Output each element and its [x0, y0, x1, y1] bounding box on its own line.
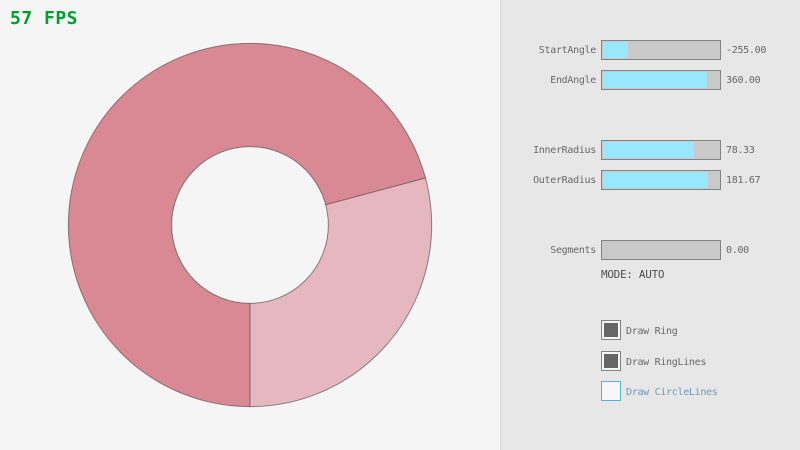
slider-row-innerradius: InnerRadius 78.33 — [501, 140, 800, 160]
fps-counter: 57 FPS — [10, 8, 79, 29]
slider-row-outerradius: OuterRadius 181.67 — [501, 170, 800, 190]
draw-circlelines-label: Draw CircleLines — [626, 387, 718, 398]
innerradius-label: InnerRadius — [533, 145, 596, 156]
endangle-label: EndAngle — [550, 75, 596, 86]
segments-mode-text: MODE: AUTO — [601, 268, 665, 281]
draw-circlelines-checkbox[interactable] — [601, 381, 621, 401]
draw-ring-label: Draw Ring — [626, 326, 678, 337]
innerradius-slider-fill — [603, 142, 694, 158]
checkbox-row-draw-ring: Draw Ring — [501, 320, 800, 340]
outerradius-slider-fill — [603, 172, 709, 188]
draw-ringlines-label: Draw RingLines — [626, 357, 707, 368]
slider-row-startangle: StartAngle -255.00 — [501, 40, 800, 60]
innerradius-slider[interactable] — [601, 140, 721, 160]
draw-ringlines-checkbox[interactable] — [601, 351, 621, 371]
outerradius-value: 181.67 — [726, 175, 761, 186]
segments-value: 0.00 — [726, 245, 749, 256]
endangle-slider[interactable] — [601, 70, 721, 90]
slider-row-segments: Segments 0.00 — [501, 240, 800, 260]
checkbox-check-mark — [604, 354, 618, 368]
checkbox-check-mark — [604, 323, 618, 337]
outerradius-label: OuterRadius — [533, 175, 596, 186]
ring-drawing — [67, 42, 433, 408]
segments-slider[interactable] — [601, 240, 721, 260]
segments-label: Segments — [550, 245, 596, 256]
innerradius-value: 78.33 — [726, 145, 755, 156]
checkbox-row-draw-circlelines: Draw CircleLines — [501, 381, 800, 401]
endangle-value: 360.00 — [726, 75, 761, 86]
startangle-label: StartAngle — [538, 45, 597, 56]
startangle-value: -255.00 — [726, 45, 767, 56]
outerradius-slider[interactable] — [601, 170, 721, 190]
endangle-slider-fill — [603, 72, 708, 88]
draw-ring-checkbox[interactable] — [601, 320, 621, 340]
slider-row-endangle: EndAngle 360.00 — [501, 70, 800, 90]
checkbox-row-draw-ringlines: Draw RingLines — [501, 351, 800, 371]
startangle-slider-fill — [603, 42, 629, 58]
controls-panel: StartAngle -255.00 EndAngle 360.00 Inner… — [500, 0, 800, 450]
startangle-slider[interactable] — [601, 40, 721, 60]
